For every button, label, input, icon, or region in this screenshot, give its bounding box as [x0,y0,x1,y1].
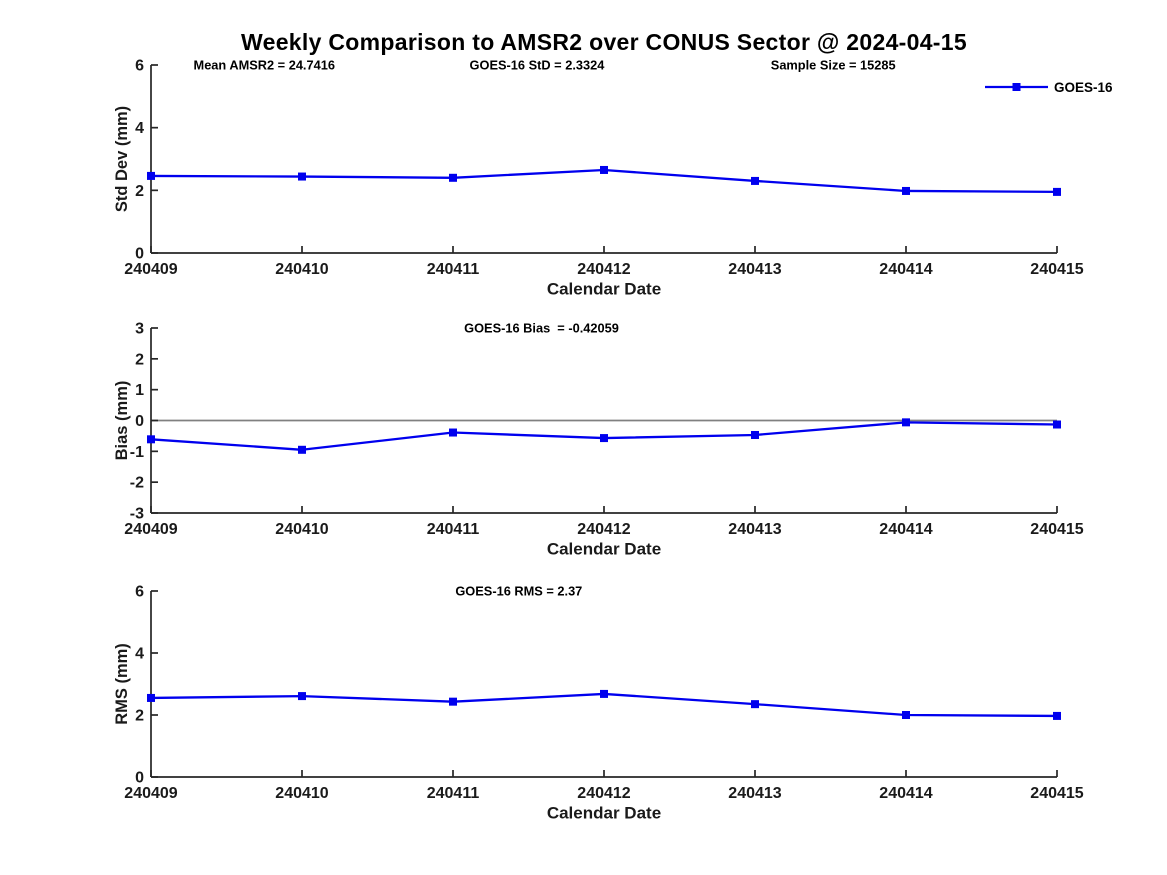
data-point-marker [751,176,759,185]
y-axis-label: Std Dev (mm) [113,106,131,212]
x-tick-label: 240415 [1030,785,1083,802]
y-tick-label: 0 [135,413,144,430]
data-point-marker [298,172,306,181]
x-tick-label: 240414 [879,521,932,538]
x-axis-label: Calendar Date [547,540,661,559]
x-tick-label: 240409 [124,521,177,538]
data-point-marker [147,693,155,702]
y-axis-label: RMS (mm) [113,643,131,725]
data-point-marker [902,418,910,427]
x-tick-label: 240415 [1030,261,1083,278]
y-axis-label: Bias (mm) [113,381,131,461]
y-tick-label: 6 [135,584,144,601]
data-point-marker [902,186,910,195]
data-point-marker [147,171,155,180]
y-tick-label: 3 [135,321,144,338]
data-point-marker [1053,420,1061,429]
x-tick-label: 240411 [427,521,480,538]
figure-title: Weekly Comparison to AMSR2 over CONUS Se… [241,29,967,55]
data-point-marker [902,711,910,719]
data-point-marker [600,434,608,443]
data-point-marker [600,689,608,698]
data-point-marker [600,165,608,174]
y-tick-label: -1 [130,444,144,461]
x-tick-label: 240409 [124,785,177,802]
x-tick-label: 240410 [275,521,328,538]
data-point-marker [1053,711,1061,720]
data-point-marker [449,173,457,182]
legend-marker [1012,83,1021,91]
y-tick-label: 4 [135,120,144,137]
y-tick-label: 1 [135,382,144,399]
data-point-marker [298,445,306,454]
x-tick-label: 240414 [879,785,932,802]
x-tick-label: 240412 [577,521,630,538]
data-point-marker [449,697,457,706]
x-tick-label: 240409 [124,261,177,278]
annotation-text: GOES-16 RMS = 2.37 [455,584,582,599]
annotation-text: Sample Size = 15285 [771,58,896,73]
y-tick-label: 2 [135,708,144,725]
annotation-text: Mean AMSR2 = 24.7416 [194,58,335,73]
y-tick-label: 0 [135,246,144,263]
annotation-text: GOES-16 Bias = -0.42059 [464,321,619,336]
data-point-marker [147,435,155,444]
y-tick-label: 2 [135,351,144,368]
annotation-text: GOES-16 StD = 2.3324 [470,58,606,73]
data-point-marker [298,692,306,701]
x-tick-label: 240410 [275,261,328,278]
y-tick-label: 2 [135,183,144,200]
x-tick-label: 240415 [1030,521,1083,538]
y-tick-label: -3 [130,506,144,523]
x-tick-label: 240411 [427,261,480,278]
x-tick-label: 240412 [577,261,630,278]
x-tick-label: 240413 [728,521,781,538]
x-tick-label: 240410 [275,785,328,802]
y-tick-label: 4 [135,646,144,663]
x-tick-label: 240413 [728,261,781,278]
x-axis-label: Calendar Date [547,280,661,299]
y-tick-label: 0 [135,770,144,787]
x-tick-label: 240414 [879,261,932,278]
legend: GOES-16 [985,80,1113,95]
y-tick-label: 6 [135,58,144,75]
y-tick-label: -2 [130,475,144,492]
x-axis-label: Calendar Date [547,804,661,823]
x-tick-label: 240412 [577,785,630,802]
data-point-marker [449,428,457,437]
data-point-marker [1053,187,1061,196]
data-point-marker [751,700,759,709]
x-tick-label: 240411 [427,785,480,802]
legend-label: GOES-16 [1054,80,1113,95]
x-tick-label: 240413 [728,785,781,802]
data-point-marker [751,430,759,439]
